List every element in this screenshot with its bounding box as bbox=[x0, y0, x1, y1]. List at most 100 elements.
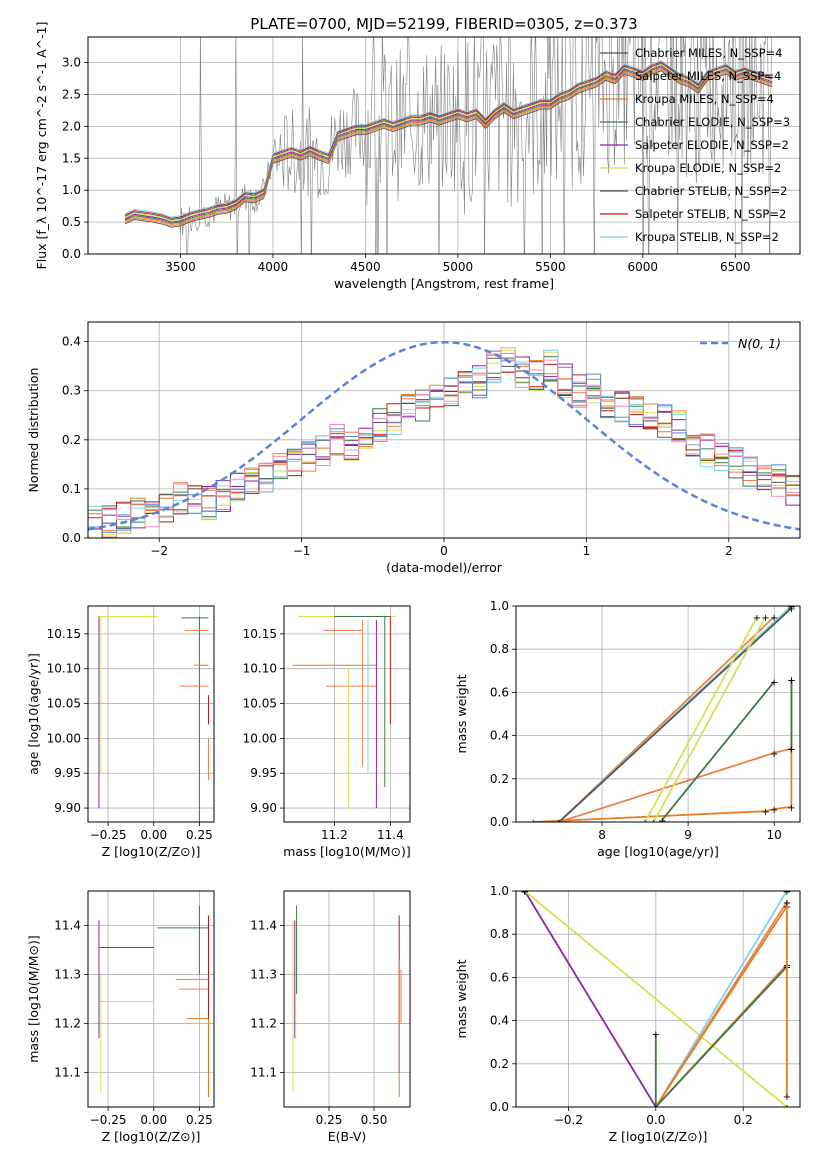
mass-weight-line bbox=[644, 616, 758, 822]
y-tick-label: 2.5 bbox=[62, 87, 81, 101]
point-marker: + bbox=[787, 675, 795, 686]
plot-area bbox=[88, 340, 800, 538]
point-marker: + bbox=[783, 1103, 791, 1114]
y-tick-label: 0.2 bbox=[490, 772, 509, 786]
point-marker: + bbox=[761, 613, 769, 624]
point-marker: + bbox=[783, 898, 791, 909]
axes-frame bbox=[87, 321, 801, 539]
x-tick-label: 6000 bbox=[628, 260, 659, 274]
model-spectrum-line bbox=[124, 66, 773, 224]
x-tick-label: 6500 bbox=[720, 260, 751, 274]
legend-label: N(0, 1) bbox=[738, 336, 781, 351]
legend-label: Kroupa STELIB, N_SSP=2 bbox=[635, 230, 779, 244]
point-marker: + bbox=[521, 887, 529, 898]
legend: Chabrier MILES, N_SSP=4 Salpeter MILES, N… bbox=[600, 46, 790, 244]
y-tick-label: 0.4 bbox=[62, 335, 81, 349]
legend-label: Kroupa MILES, N_SSP=4 bbox=[635, 92, 774, 106]
y-tick-label: 0.2 bbox=[490, 1057, 509, 1071]
normal-curve-line bbox=[88, 340, 800, 531]
y-tick-label: 10.00 bbox=[243, 731, 277, 745]
x-tick-label: 9 bbox=[684, 828, 692, 842]
plot-area: ++++++++++++++++++ bbox=[521, 887, 791, 1114]
x-tick-label: 0.25 bbox=[316, 1113, 343, 1127]
axes-frame bbox=[87, 605, 215, 823]
x-tick-label: 2 bbox=[725, 544, 733, 558]
mass-weight-line bbox=[661, 681, 775, 821]
axes-frame bbox=[515, 890, 801, 1108]
y-tick-label: 0.8 bbox=[490, 642, 509, 656]
y-tick-label: 0.2 bbox=[62, 433, 81, 447]
point-marker: + bbox=[652, 1103, 660, 1114]
x-tick-label: 0.0 bbox=[646, 1113, 665, 1127]
point-marker: + bbox=[650, 818, 658, 829]
y-tick-label: 0.4 bbox=[490, 729, 509, 743]
y-axis-label: Flux [f_λ 10^-17 erg cm^-2 s^-1 A^-1] bbox=[34, 22, 49, 270]
x-tick-label: −0.2 bbox=[554, 1113, 583, 1127]
point-marker: + bbox=[770, 678, 778, 689]
x-tick-label: 0.00 bbox=[140, 1113, 167, 1127]
mass-weight-line bbox=[523, 891, 657, 1107]
axes-frame bbox=[87, 36, 801, 255]
x-axis-label: Z [log10(Z/Z⊙)] bbox=[609, 1129, 708, 1144]
panel-mass-weight-vs-age: 8 9 10 0.0 0.2 0.4 0.6 0.8 1.0 age [log10(age/yr)… bbox=[454, 599, 801, 859]
legend-label: Salpeter MILES, N_SSP=4 bbox=[635, 69, 781, 83]
point-marker: + bbox=[555, 818, 563, 829]
mass-weight-line bbox=[524, 891, 788, 1107]
mass-weight-line bbox=[655, 905, 788, 1107]
point-marker: + bbox=[770, 805, 778, 816]
axes-frame bbox=[515, 605, 801, 823]
y-tick-label: 0.6 bbox=[490, 970, 509, 984]
y-tick-label: 0.0 bbox=[62, 247, 81, 261]
axes-frame bbox=[87, 890, 215, 1108]
point-marker: + bbox=[770, 613, 778, 624]
y-tick-label: 11.4 bbox=[54, 918, 81, 932]
point-marker: + bbox=[555, 818, 563, 829]
histogram-step-line bbox=[88, 347, 800, 528]
model-spectrum-line bbox=[124, 60, 773, 218]
point-marker: + bbox=[787, 602, 795, 613]
legend-label: Kroupa ELODIE, N_SSP=2 bbox=[635, 161, 781, 175]
y-tick-label: 0.5 bbox=[62, 215, 81, 229]
legend-label: Chabrier ELODIE, N_SSP=3 bbox=[635, 115, 790, 129]
x-tick-label: 0.25 bbox=[186, 1113, 213, 1127]
y-tick-label: 11.2 bbox=[250, 1017, 277, 1031]
x-tick-label: 5000 bbox=[443, 260, 474, 274]
y-tick-label: 9.90 bbox=[54, 801, 81, 815]
x-axis-label: wavelength [Angstrom, rest frame] bbox=[334, 276, 554, 291]
x-axis-label: Z [log10(Z/Z⊙)] bbox=[102, 844, 201, 859]
mass-weight-line bbox=[558, 679, 793, 822]
x-tick-label: 0.00 bbox=[140, 828, 167, 842]
x-axis-label: age [log10(age/yr)] bbox=[597, 844, 719, 859]
x-axis-label: Z [log10(Z/Z⊙)] bbox=[102, 1129, 201, 1144]
y-tick-label: 11.1 bbox=[250, 1066, 277, 1080]
x-axis-label: E(B-V) bbox=[328, 1129, 367, 1144]
x-tick-label: 3500 bbox=[165, 260, 196, 274]
point-marker: + bbox=[783, 887, 791, 898]
x-tick-label: 5500 bbox=[535, 260, 566, 274]
y-tick-label: 10.10 bbox=[243, 662, 277, 676]
plot-area bbox=[98, 905, 210, 1098]
point-marker: + bbox=[761, 807, 769, 818]
y-tick-label: 0.3 bbox=[62, 384, 81, 398]
point-marker: + bbox=[753, 613, 761, 624]
point-marker: + bbox=[787, 803, 795, 814]
y-axis-label: Normed distribution bbox=[26, 368, 41, 493]
x-tick-label: 0.50 bbox=[361, 1113, 388, 1127]
model-spectrum-line bbox=[124, 63, 773, 222]
model-spectrum-line bbox=[124, 65, 773, 223]
x-tick-label: 11.2 bbox=[321, 828, 348, 842]
y-tick-label: 9.95 bbox=[54, 766, 81, 780]
legend-label: Chabrier STELIB, N_SSP=2 bbox=[635, 184, 787, 198]
point-marker: + bbox=[652, 1030, 660, 1041]
point-marker: + bbox=[555, 818, 563, 829]
mass-weight-line bbox=[655, 965, 788, 1107]
y-tick-label: 9.90 bbox=[250, 801, 277, 815]
y-tick-label: 0.1 bbox=[62, 482, 81, 496]
y-tick-label: 0.0 bbox=[62, 531, 81, 545]
point-marker: + bbox=[787, 745, 795, 756]
plot-area bbox=[98, 615, 210, 822]
x-tick-label: 4000 bbox=[258, 260, 289, 274]
plot-area bbox=[124, 37, 773, 254]
y-tick-label: 10.10 bbox=[47, 662, 81, 676]
y-tick-label: 2.0 bbox=[62, 119, 81, 133]
